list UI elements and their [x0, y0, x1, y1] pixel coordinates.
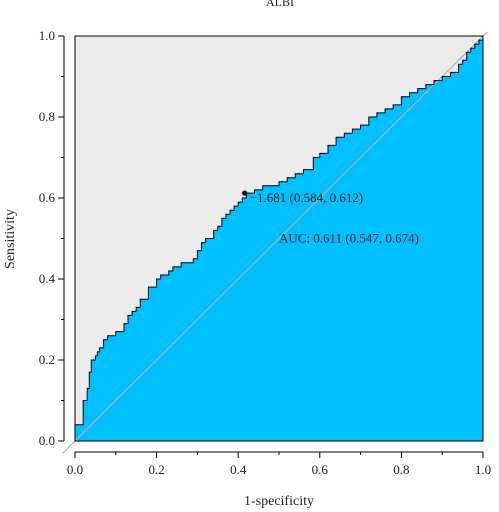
axes: 0.0 0.0 0.2 0.2 0.4 0.4 0.6 0.6 0.8 0.8 1.0 1.0: [39, 28, 491, 477]
plot-area: −1.681 (0.584, 0.612) AUC: 0.611 (0.547,…: [62, 31, 488, 454]
auc-label: AUC: 0.611 (0.547, 0.674): [279, 231, 419, 246]
x-axis-title: 1-specificity: [244, 494, 314, 509]
x-tick-label: 0.2: [148, 462, 164, 477]
y-tick-label: 0.8: [39, 109, 55, 124]
y-tick-label: 0.2: [39, 352, 55, 367]
y-tick-label: 0.6: [39, 190, 56, 205]
y-tick-label: 1.0: [39, 28, 55, 43]
optimal-cutoff-point: [242, 190, 248, 196]
plot-frame: [74, 35, 484, 442]
y-axis-title: Sensitivity: [3, 209, 18, 269]
x-tick-label: 0.0: [67, 462, 83, 477]
x-tick-label: 1.0: [475, 462, 491, 477]
x-tick-label: 0.6: [312, 462, 329, 477]
roc-curve: [74, 36, 484, 441]
x-tick-label: 0.4: [230, 462, 247, 477]
reference-diagonal: [62, 31, 488, 454]
optimal-cutoff-label: −1.681 (0.584, 0.612): [250, 190, 364, 205]
upper-area: [75, 36, 483, 441]
y-tick-label: 0.0: [39, 433, 55, 448]
y-tick-label: 0.4: [39, 271, 56, 286]
x-tick-label: 0.8: [393, 462, 409, 477]
chart-title: ALBI: [266, 0, 294, 9]
